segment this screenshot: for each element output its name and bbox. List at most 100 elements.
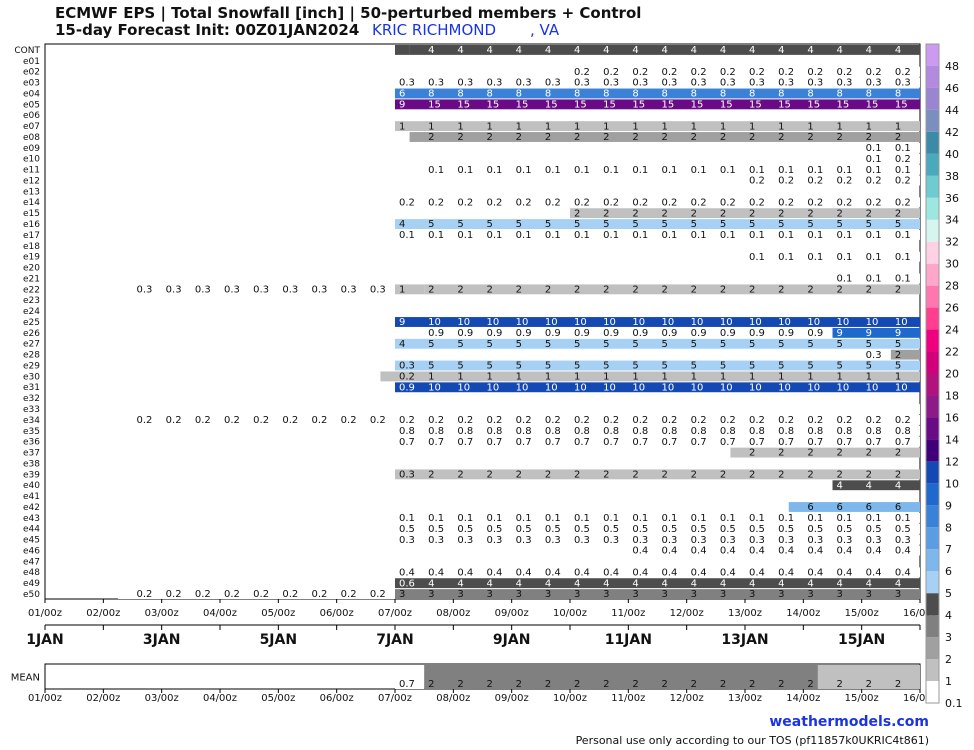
member-e03-value: 0.3: [603, 78, 619, 89]
member-label: e18: [23, 242, 40, 252]
member-e39-value: 2: [778, 469, 784, 480]
member-label: e50: [23, 590, 40, 600]
member-e43-value: 0.1: [837, 513, 853, 524]
member-e26-bar: [409, 327, 833, 338]
member-e48-value: 0.4: [574, 567, 590, 578]
x-tick-label: 12/00z: [670, 608, 704, 619]
member-e48-value: 0.4: [778, 567, 794, 578]
colorbar-label: 3: [945, 631, 952, 644]
member-e36-value: 0.7: [749, 437, 765, 448]
member-e19-bar: [745, 251, 920, 262]
member-e26-value: 0.9: [428, 328, 444, 339]
colorbar-swatch: [926, 329, 939, 352]
member-e02-value: 0.2: [574, 67, 590, 78]
member-label: e48: [23, 568, 40, 578]
member-e22-bar: [395, 284, 425, 295]
member-e42-value: 6: [837, 502, 843, 513]
brand-link[interactable]: weathermodels.com: [769, 714, 929, 730]
member-e27-value: 5: [545, 339, 551, 350]
member-label: e20: [23, 264, 40, 274]
member-e14-value: 0.2: [866, 197, 882, 208]
member-e33-bar: [914, 404, 920, 414]
member-e46-value: 0.4: [662, 546, 678, 557]
member-e30-value: 1: [691, 372, 697, 383]
station-state: , VA: [530, 21, 560, 39]
mean-x-tick-label: 06/00z: [320, 693, 354, 704]
member-label: e22: [23, 285, 40, 295]
member-e30-value: 1: [574, 372, 580, 383]
mean-x-tick-label: 10/00z: [553, 693, 587, 704]
member-e49-value: 4: [487, 578, 493, 589]
member-e11-value: 0.1: [895, 165, 911, 176]
colorbar-swatch: [926, 549, 939, 572]
member-e45-value: 0.3: [807, 535, 823, 546]
member-e22-value: 0.3: [312, 284, 328, 295]
member-e26-value: 0.9: [603, 328, 619, 339]
member-e03-value: 0.3: [516, 78, 532, 89]
member-e44-value: 0.5: [778, 524, 794, 535]
member-e36-value: 0.7: [545, 437, 561, 448]
member-label: e01: [23, 57, 40, 67]
member-e50-value: 3: [895, 589, 901, 600]
member-e17-value: 0.1: [720, 230, 736, 241]
colorbar-swatch: [926, 285, 939, 308]
colorbar-label: 28: [945, 280, 959, 293]
member-e25-value: 10: [545, 317, 558, 328]
colorbar-swatch: [926, 593, 939, 616]
mean-x-tick-label: 16/00z: [903, 693, 937, 704]
member-e34-value: 0.2: [866, 415, 882, 426]
member-e16-value: 5: [807, 219, 813, 230]
colorbar-swatch: [926, 44, 939, 66]
member-e16-value: 5: [545, 219, 551, 230]
mean-value: 2: [866, 679, 872, 690]
member-e15-value: 2: [720, 208, 726, 219]
member-e44-value: 0.5: [807, 524, 823, 535]
member-e14-value: 0.2: [749, 197, 765, 208]
member-e15-value: 2: [895, 208, 901, 219]
member-e44-value: 0.5: [574, 524, 590, 535]
member-e39-value: 0.3: [399, 469, 415, 480]
member-e26-value: 9: [837, 328, 843, 339]
member-e31-value: 10: [603, 382, 616, 393]
member-e04-value: 8: [516, 89, 522, 100]
member-e30-value: 1: [428, 372, 434, 383]
member-e34-value: 0.2: [574, 415, 590, 426]
date-label: 7JAN: [376, 632, 414, 648]
member-e04-value: 8: [691, 89, 697, 100]
member-e31-value: 10: [778, 382, 791, 393]
member-CONT-bar: [395, 45, 410, 55]
member-e14-value: 0.2: [807, 197, 823, 208]
member-e45-value: 0.3: [428, 535, 444, 546]
member-e25-value: 10: [691, 317, 704, 328]
member-e05-value: 15: [662, 99, 675, 110]
member-e15-value: 2: [574, 208, 580, 219]
member-e16-value: 5: [749, 219, 755, 230]
member-e37-value: 2: [807, 448, 813, 459]
member-e22-value: 2: [632, 284, 638, 295]
colorbar-label: 6: [945, 565, 952, 578]
member-e07-value: 1: [428, 121, 434, 132]
member-e50-value: 3: [632, 589, 638, 600]
member-e14-value: 0.2: [574, 197, 590, 208]
member-e27-value: 5: [632, 339, 638, 350]
member-e35-value: 0.8: [516, 426, 532, 437]
member-e04-value: 8: [632, 89, 638, 100]
member-e07-value: 1: [749, 121, 755, 132]
member-e07-value: 1: [457, 121, 463, 132]
member-e49-value: 4: [866, 578, 872, 589]
member-e07-value: 1: [487, 121, 493, 132]
colorbar-swatch: [926, 483, 939, 506]
member-e39-value: 2: [545, 469, 551, 480]
member-e40-value: 4: [837, 480, 843, 491]
member-e08-value: 2: [778, 132, 784, 143]
member-e44-value: 0.5: [632, 524, 648, 535]
member-e29-value: 5: [545, 361, 551, 372]
member-e15-value: 2: [749, 208, 755, 219]
mean-value: 2: [545, 679, 551, 690]
colorbar-swatch: [926, 659, 939, 682]
x-tick-label: 08/00z: [436, 608, 470, 619]
member-e22-value: 2: [574, 284, 580, 295]
member-e27-value: 5: [574, 339, 580, 350]
x-tick-label: 01/00z: [28, 608, 62, 619]
member-e31-value: 10: [749, 382, 762, 393]
